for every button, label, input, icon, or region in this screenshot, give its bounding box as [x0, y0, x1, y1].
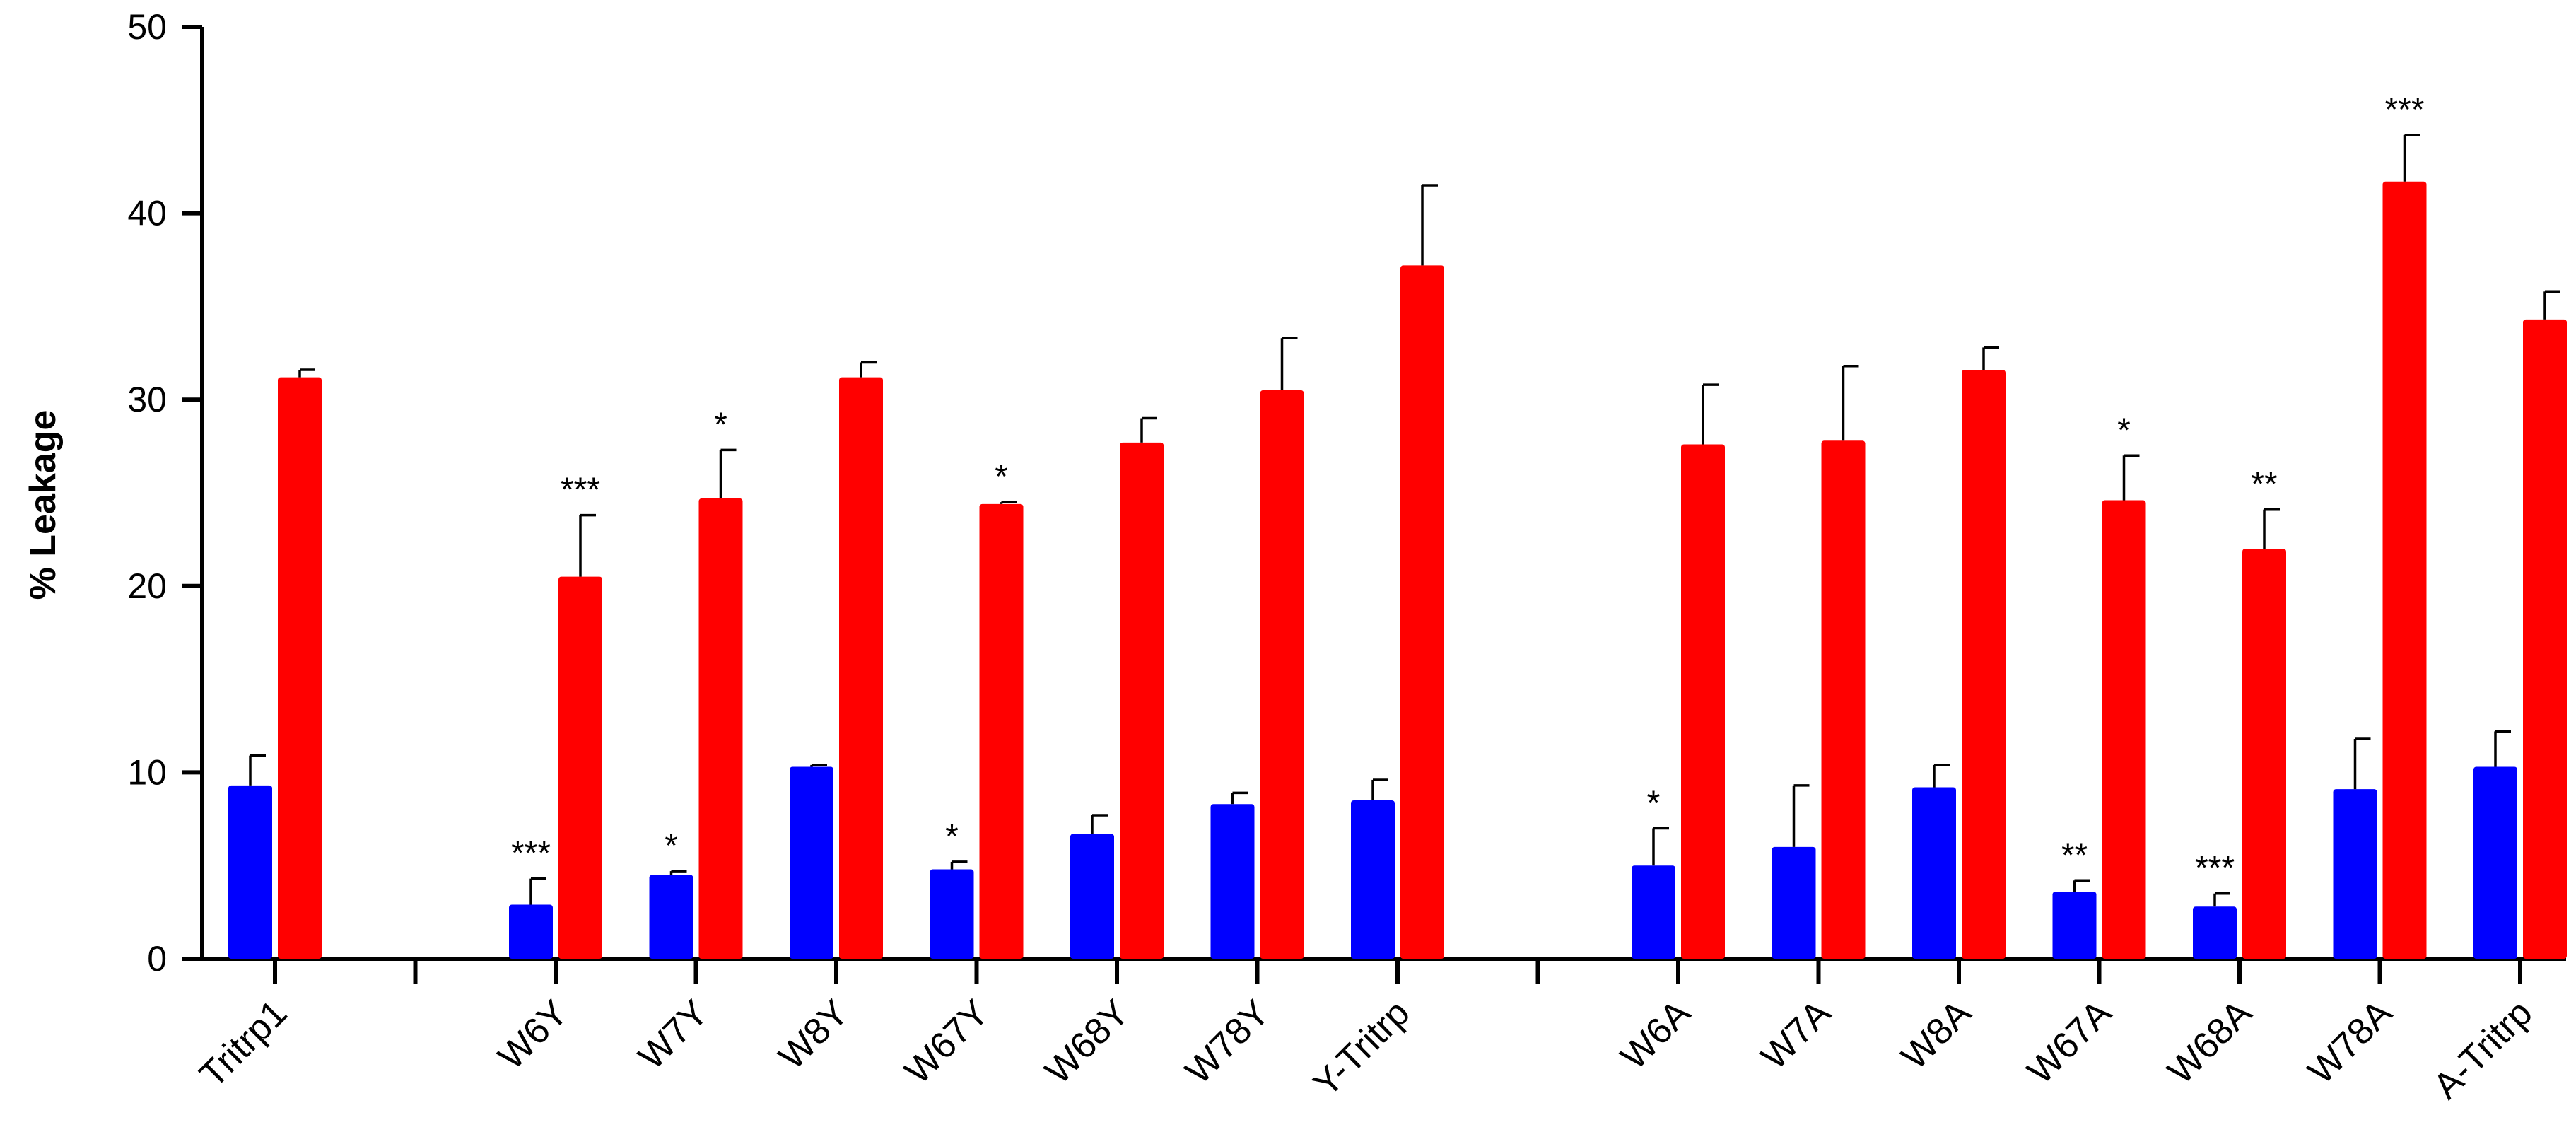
significance-label: ***	[511, 835, 551, 873]
significance-label: *	[2117, 412, 2131, 449]
significance-label: *	[995, 458, 1008, 496]
bar	[2193, 906, 2237, 959]
bar	[1632, 865, 1675, 959]
bar	[2382, 181, 2427, 959]
bar	[509, 904, 553, 959]
bar	[1821, 440, 1866, 959]
category-label: W8Y	[771, 992, 857, 1078]
category-label: Y-Tritrp	[1306, 992, 1418, 1104]
bar	[790, 766, 833, 959]
bar	[930, 869, 974, 959]
category-label: W7A	[1753, 992, 1839, 1078]
category-label: W8A	[1894, 992, 1979, 1078]
category-label: A-Tritrp	[2425, 992, 2540, 1107]
category-label: W6Y	[491, 992, 576, 1078]
category-label: W7Y	[631, 992, 716, 1078]
bar	[1260, 390, 1304, 959]
significance-label: ***	[561, 472, 600, 509]
category-label: W78A	[2300, 992, 2400, 1092]
category-label: W6A	[1613, 992, 1699, 1078]
bar	[649, 875, 693, 959]
bar	[2473, 766, 2517, 959]
y-tick-label: 40	[127, 194, 167, 233]
y-tick-label: 0	[147, 939, 167, 979]
bar	[1070, 834, 1114, 959]
category-label: Tritrp1	[192, 992, 295, 1095]
bar	[1120, 442, 1164, 959]
significance-label: **	[2251, 466, 2277, 503]
bar	[2102, 500, 2146, 959]
bar	[1681, 444, 1725, 959]
y-tick-label: 20	[127, 566, 167, 606]
category-label: W78Y	[1178, 992, 1277, 1092]
bar	[558, 576, 602, 959]
bar	[1962, 370, 2006, 959]
category-label: W68Y	[1037, 992, 1137, 1092]
bar	[2052, 892, 2097, 959]
bar	[228, 785, 272, 959]
bar	[1351, 800, 1395, 959]
significance-label: ***	[2195, 850, 2235, 887]
y-tick-label: 30	[127, 380, 167, 419]
significance-label: *	[945, 818, 959, 856]
y-tick-label: 50	[127, 7, 167, 47]
bar	[2523, 319, 2567, 959]
significance-label: **	[2061, 836, 2088, 874]
bar	[2242, 549, 2286, 959]
category-label: W67A	[2020, 992, 2119, 1092]
bar	[698, 498, 743, 959]
significance-label: *	[1647, 784, 1661, 822]
bar	[2333, 789, 2377, 959]
bar	[979, 503, 1024, 959]
y-tick-label: 10	[127, 752, 167, 792]
significance-label: *	[714, 406, 727, 443]
category-label: W67Y	[897, 992, 997, 1092]
significance-label: *	[665, 827, 678, 865]
bars	[228, 134, 2567, 959]
significance-label: ***	[2384, 91, 2424, 129]
bar	[1912, 787, 1956, 959]
bar	[278, 377, 322, 959]
bar	[1772, 846, 1816, 959]
category-label: W68A	[2160, 992, 2259, 1092]
bar	[1210, 804, 1255, 959]
bar	[1400, 265, 1444, 959]
y-axis-label: % Leakage	[23, 410, 64, 600]
bar	[839, 377, 883, 959]
